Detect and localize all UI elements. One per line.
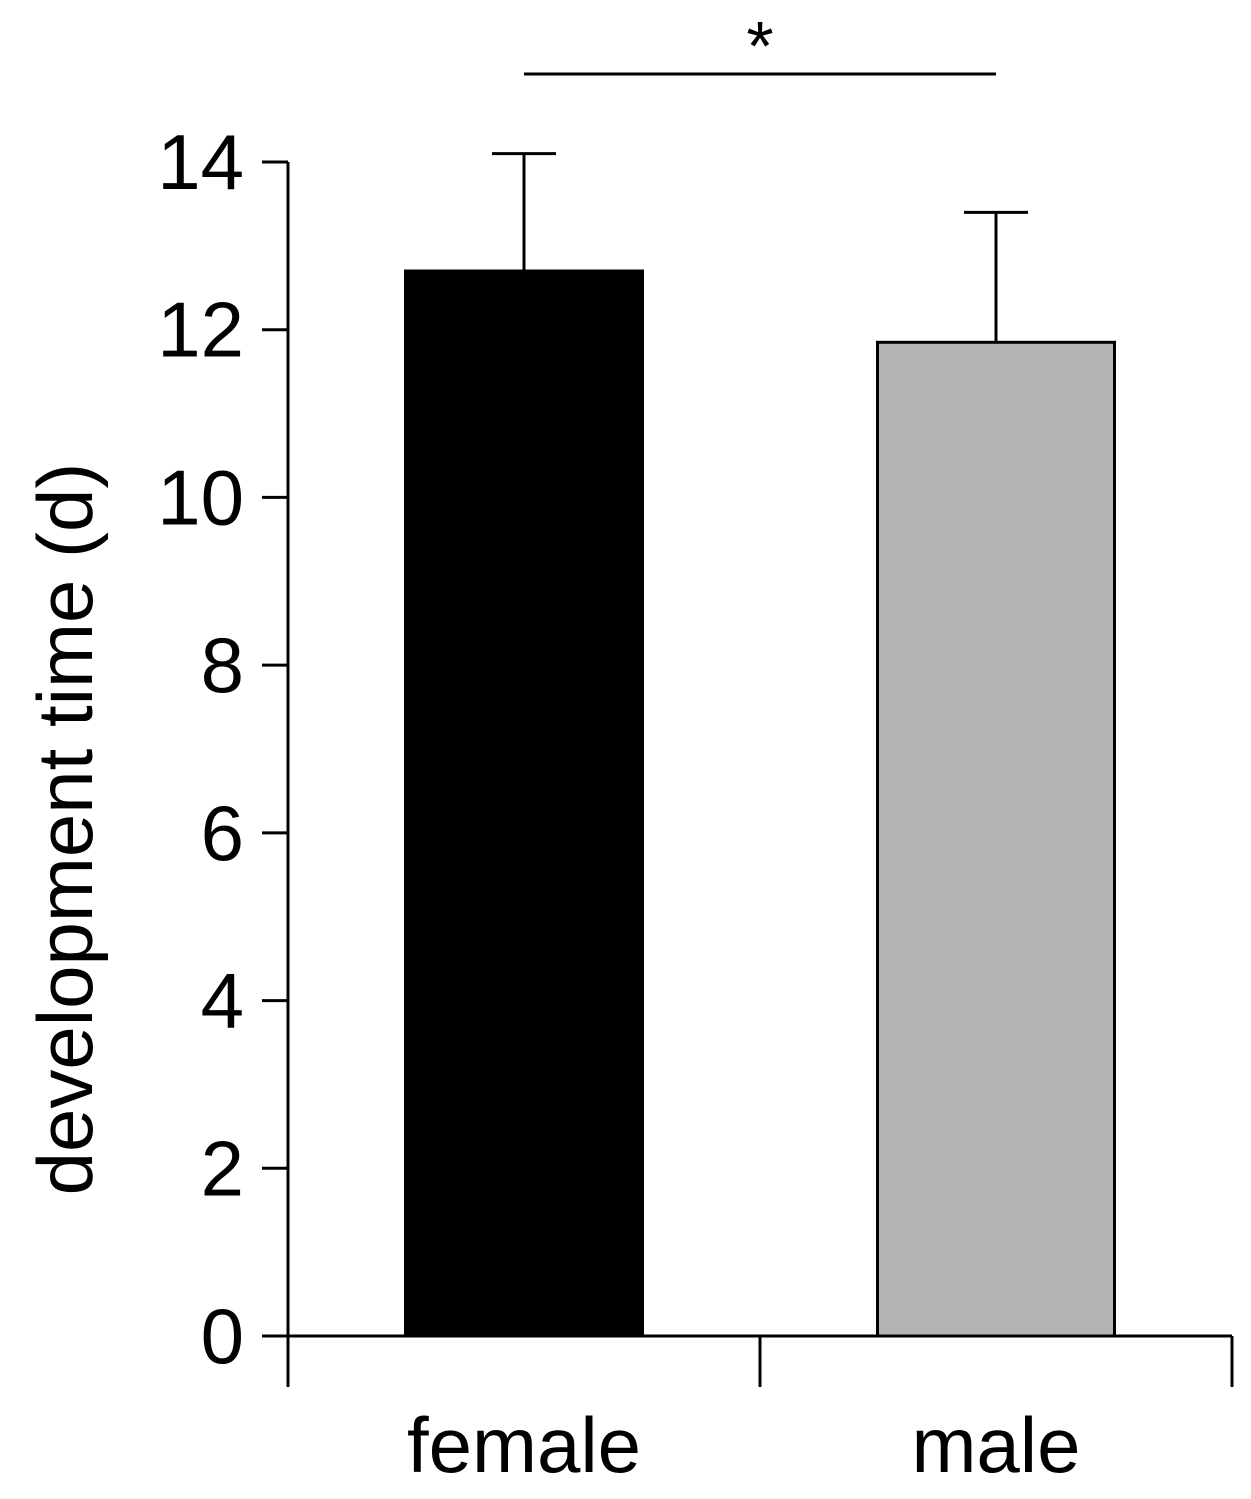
y-axis-title: development time (d): [21, 463, 109, 1196]
y-tick-label: 12: [157, 286, 244, 374]
bar-male: [876, 340, 1116, 1338]
y-tick-label: 10: [157, 453, 244, 541]
significance-annotation: *: [524, 7, 996, 85]
y-tick-label: 8: [201, 621, 244, 709]
y-tick-label: 6: [201, 789, 244, 877]
bar-female: [404, 269, 644, 1338]
significance-label: *: [746, 7, 773, 85]
bars: [404, 269, 1116, 1338]
y-tick-label: 4: [201, 957, 244, 1045]
y-axis: 0 2 4 6 8 10 12 14: [157, 118, 290, 1380]
y-tick-label: 0: [201, 1292, 244, 1380]
y-tick-label: 14: [157, 118, 244, 206]
x-category-label-female: female: [407, 1401, 641, 1489]
x-category-label-male: male: [911, 1401, 1080, 1489]
x-axis: female male: [262, 1334, 1234, 1489]
error-bars: [492, 152, 1028, 343]
y-tick-label: 2: [201, 1124, 244, 1212]
